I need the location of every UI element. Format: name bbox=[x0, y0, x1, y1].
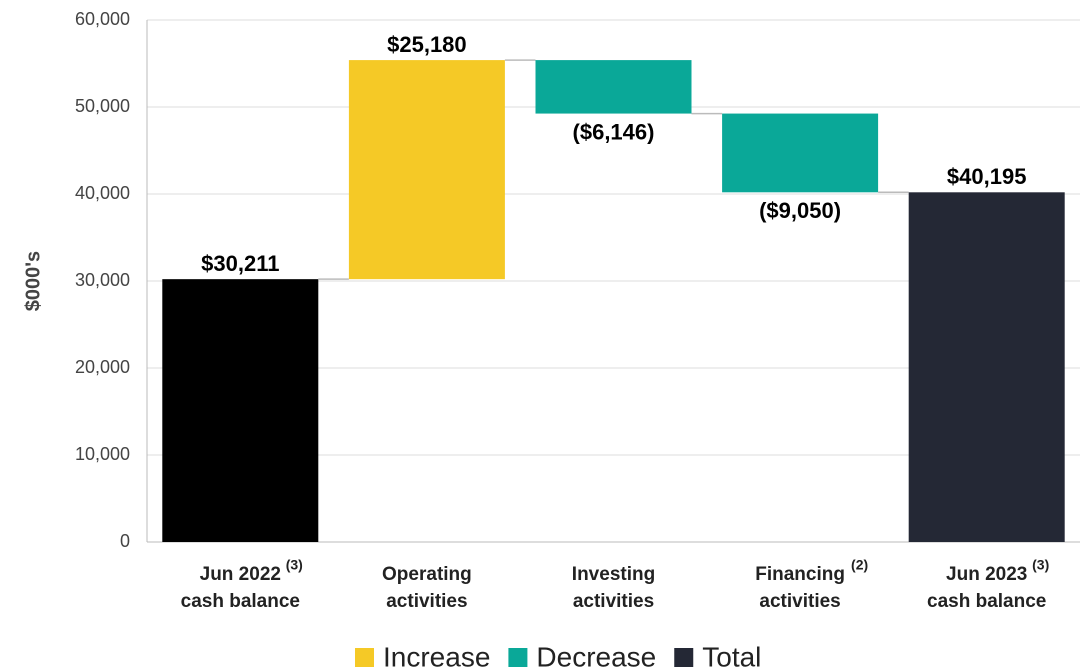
value-label: $30,211 bbox=[201, 251, 279, 276]
x-tick-label: Investing bbox=[572, 564, 655, 585]
y-tick-label: 30,000 bbox=[75, 270, 130, 290]
y-tick-label: 10,000 bbox=[75, 444, 130, 464]
footnote-marker: (2) bbox=[851, 557, 868, 573]
x-tick-label: activities bbox=[386, 591, 467, 612]
y-tick-label: 20,000 bbox=[75, 357, 130, 377]
x-tick-label: Jun 2022 bbox=[200, 564, 281, 585]
legend-label: Increase bbox=[383, 641, 490, 671]
legend-swatch bbox=[508, 648, 528, 667]
legend-swatch bbox=[674, 648, 694, 667]
y-tick-label: 0 bbox=[120, 531, 130, 551]
x-tick-label: cash balance bbox=[927, 591, 1046, 612]
footnote-marker: (3) bbox=[1032, 557, 1049, 573]
footnote-marker: (3) bbox=[286, 557, 303, 573]
y-tick-label: 60,000 bbox=[75, 9, 130, 29]
y-tick-label: 40,000 bbox=[75, 183, 130, 203]
x-tick-label: activities bbox=[759, 591, 840, 612]
value-label: $40,195 bbox=[947, 164, 1027, 189]
x-tick-label: Operating bbox=[382, 564, 472, 585]
legend-label: Total bbox=[702, 641, 761, 671]
value-label: ($6,146) bbox=[573, 119, 655, 144]
y-axis-label: $000's bbox=[22, 251, 44, 311]
legend-label: Decrease bbox=[536, 641, 656, 671]
x-tick-label: Jun 2023 bbox=[946, 564, 1027, 585]
bar bbox=[535, 60, 692, 114]
x-tick-label: cash balance bbox=[181, 591, 300, 612]
y-tick-label: 50,000 bbox=[75, 96, 130, 116]
value-label: ($9,050) bbox=[759, 198, 841, 223]
x-tick-label: activities bbox=[573, 591, 654, 612]
bar bbox=[722, 113, 879, 193]
value-label: $25,180 bbox=[387, 32, 467, 57]
bar bbox=[162, 279, 319, 542]
bar bbox=[908, 192, 1065, 542]
bar bbox=[348, 60, 505, 280]
legend-swatch bbox=[355, 648, 374, 667]
x-tick-label: Financing bbox=[755, 564, 845, 585]
